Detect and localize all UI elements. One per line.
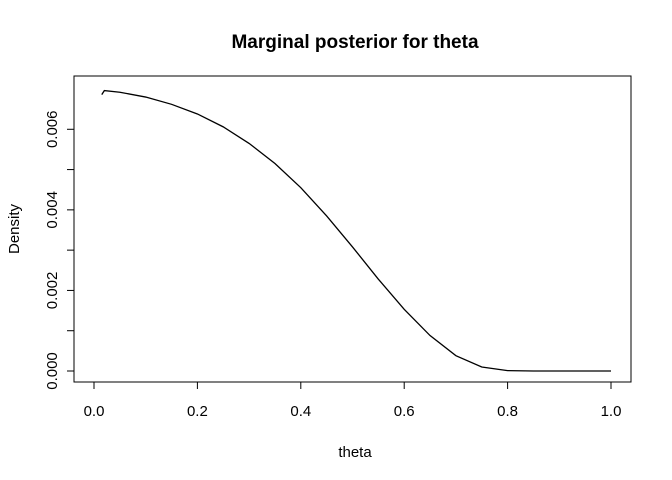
y-tick-label: 0.004 — [44, 191, 61, 229]
y-tick-label: 0.002 — [44, 272, 61, 310]
density-curve — [101, 89, 611, 372]
y-axis: 0.000 0.002 0.004 0.006 — [44, 111, 75, 390]
x-axis: 0.0 0.2 0.4 0.6 0.8 1.0 — [84, 381, 622, 420]
x-tick-label: 0.0 — [84, 403, 105, 420]
x-tick-label: 0.6 — [394, 403, 415, 420]
y-tick-label: 0.000 — [44, 352, 61, 390]
y-axis-label: Density — [6, 203, 23, 254]
x-tick-label: 0.4 — [290, 403, 311, 420]
x-tick-label: 1.0 — [601, 403, 622, 420]
y-tick-label: 0.006 — [44, 111, 61, 149]
x-tick-label: 0.8 — [497, 403, 518, 420]
x-axis-label: theta — [338, 444, 372, 461]
chart-title: Marginal posterior for theta — [231, 32, 478, 53]
x-tick-label: 0.2 — [187, 403, 208, 420]
